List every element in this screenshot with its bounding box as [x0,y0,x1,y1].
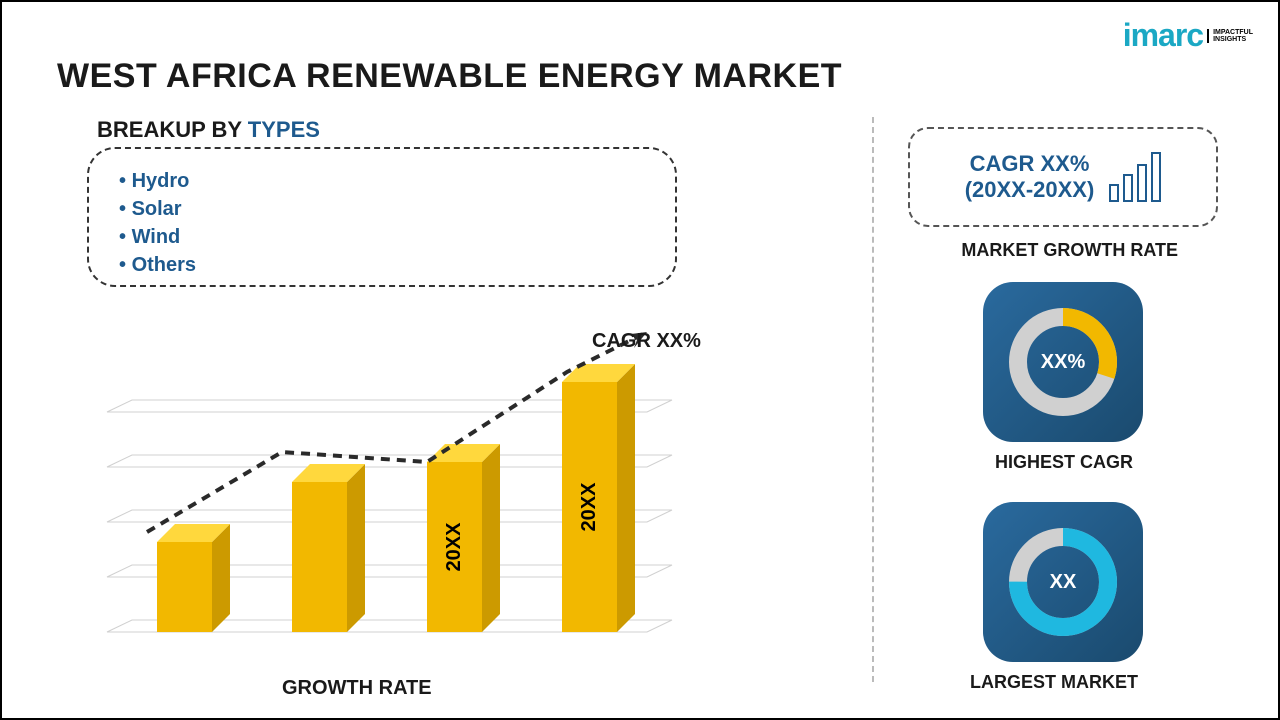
cagr-annotation: CAGR XX% [592,330,701,353]
breakup-heading: BREAKUP BY TYPES [97,117,320,143]
largest-market-label: LARGEST MARKET [970,672,1138,693]
list-item: Solar [119,195,645,223]
largest-market-tile: XX [983,502,1143,662]
brand-logo: imarc IMPACTFULINSIGHTS [1123,17,1253,54]
cagr-line2: (20XX-20XX) [965,177,1095,202]
largest-value: XX [1050,571,1077,594]
page-title: WEST AFRICA RENEWABLE ENERGY MARKET [57,57,842,96]
cagr-text: CAGR XX% (20XX-20XX) [965,151,1095,204]
highest-value: XX% [1041,351,1085,374]
cagr-summary-box: CAGR XX% (20XX-20XX) [908,127,1218,227]
list-item: Others [119,251,645,279]
mini-bars-icon [1109,152,1161,202]
logo-tagline: IMPACTFULINSIGHTS [1207,29,1253,43]
logo-text: imarc [1123,17,1203,54]
types-list: Hydro Solar Wind Others [119,167,645,279]
types-list-box: Hydro Solar Wind Others [87,147,677,287]
svg-text:20XX: 20XX [578,482,600,532]
highest-cagr-label: HIGHEST CAGR [995,452,1133,473]
breakup-label: BREAKUP BY [97,117,242,142]
list-item: Wind [119,223,645,251]
svg-text:20XX: 20XX [443,522,465,572]
growth-rate-label: MARKET GROWTH RATE [961,240,1178,261]
chart-x-label: GROWTH RATE [282,677,432,700]
vertical-divider [872,117,874,682]
cagr-line1: CAGR XX% [970,151,1090,176]
growth-bar-chart: 20XX 20XX [87,322,737,682]
breakup-highlight: TYPES [248,117,320,142]
highest-cagr-tile: XX% [983,282,1143,442]
list-item: Hydro [119,167,645,195]
